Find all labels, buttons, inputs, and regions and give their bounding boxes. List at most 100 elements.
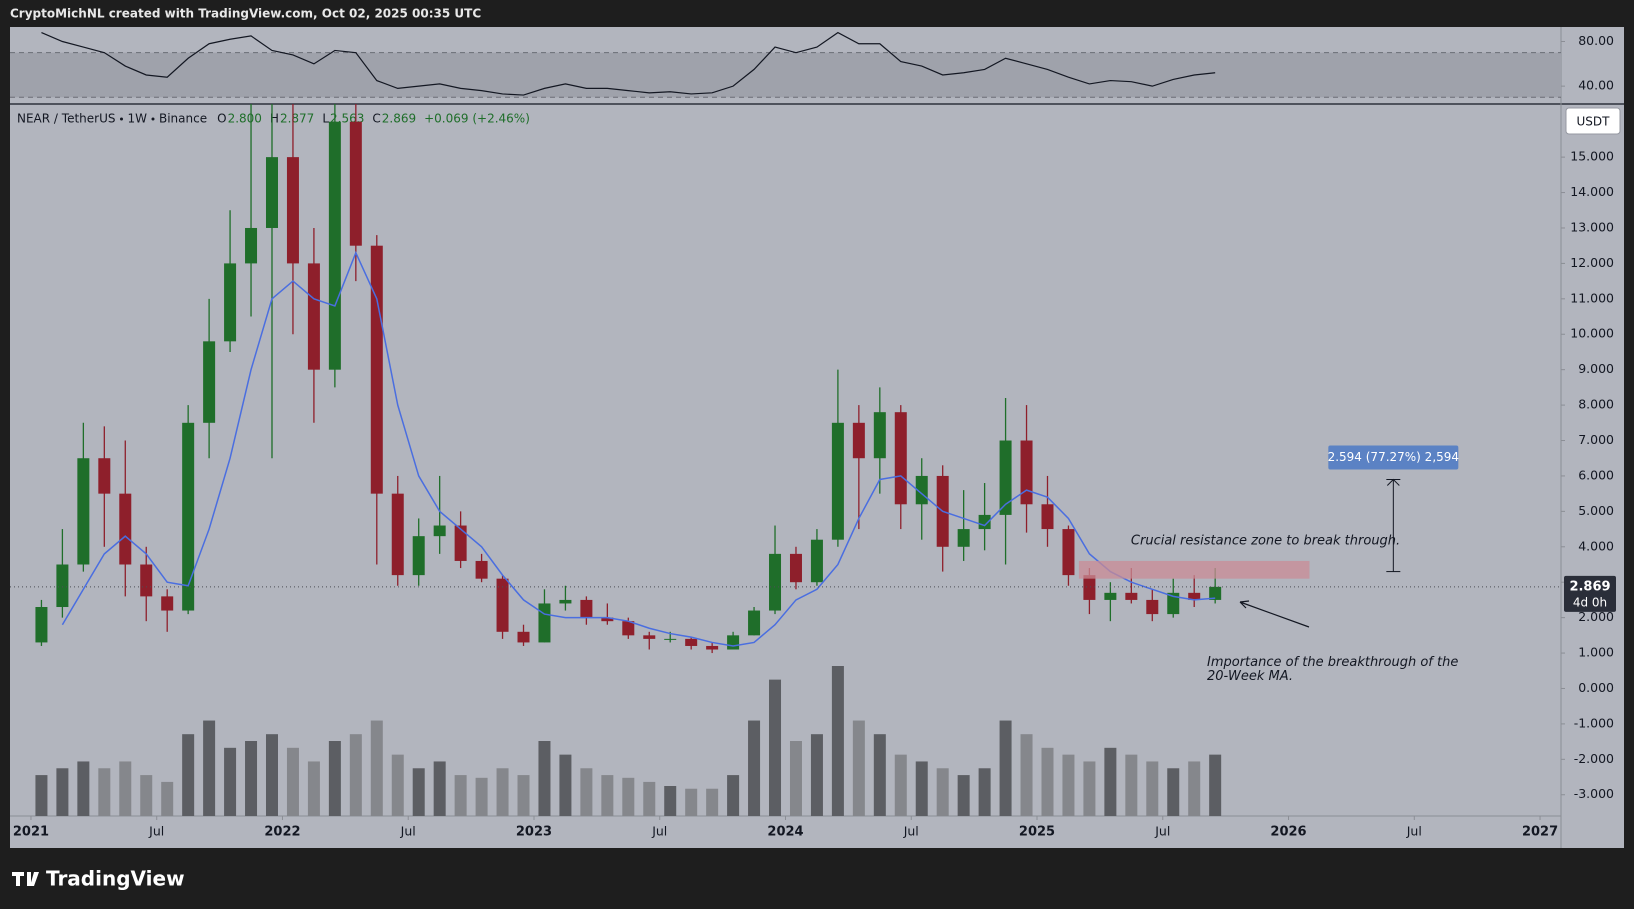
note-line: 20-Week MA. [1207,669,1293,684]
x-tick-label: Jul [903,824,919,839]
candle-body [307,263,320,370]
y-tick-label: 1.000 [1578,645,1614,660]
volume-bar [475,777,488,816]
currency-button[interactable] [1565,107,1621,135]
volume-bar [789,741,802,816]
legend-text: 2.800 [228,112,262,126]
legend-text: 2.877 [280,112,314,126]
note-arrow [1239,600,1310,628]
volume-bar [265,734,278,816]
candle-body [894,412,907,505]
header-text: CryptoMichNL created with TradingView.co… [10,7,481,21]
legend-dot [119,117,123,121]
measure-label: 2.594 (77.27%) 2,594 [1328,450,1459,464]
candle-body [1125,592,1138,600]
y-tick-label: 2.000 [1578,609,1614,624]
candle-body [203,341,216,423]
candle-body [412,536,425,576]
legend-text: NEAR / TetherUS [17,112,115,126]
candle-body [1188,592,1201,600]
volume-bar [831,666,844,816]
volume-bar [748,720,761,816]
moving-average [61,250,1216,647]
volume-bar [56,768,69,816]
brand-logo [12,872,39,886]
rsi-band [10,52,1561,98]
legend-text: 1W [127,112,147,126]
legend-text: L [322,112,329,126]
x-tick-label: 2025 [1019,825,1055,840]
x-tick-label: 2027 [1522,825,1558,840]
volume-bar [433,761,446,816]
volume [35,666,1222,816]
volume-bar [580,768,593,816]
candle-body [517,631,530,643]
volume-bar [1167,768,1180,816]
y-tick-label: 8.000 [1578,397,1614,412]
rsi-tick-label: 40.00 [1578,78,1614,93]
candle-body [789,553,802,583]
volume-bar [538,741,551,816]
volume-bar [978,768,991,816]
volume-bar [810,734,823,816]
legend: NEAR / TetherUS 1W Binance O 2.800 H 2.877 L 2.5… [17,112,530,126]
x-tick-label: 2021 [13,825,49,840]
volume-bar [915,761,928,816]
y-tick-label: -3.000 [1574,786,1614,801]
volume-bar [370,720,383,816]
volume-bar [119,761,132,816]
candle-body [706,645,719,650]
price-tag-value: 2.869 [1569,579,1610,594]
volume-bar [286,747,299,816]
candle-body [454,525,467,561]
candle-body [873,412,886,459]
volume-bar [1209,754,1222,816]
y-tick-label: 14.000 [1570,184,1614,199]
volume-bar [873,734,886,816]
y-tick-label: 9.000 [1578,361,1614,376]
candle-body [685,638,698,646]
candle-body [915,475,928,505]
candle-body [245,227,258,264]
volume-bar [412,768,425,816]
volume-bar [1188,761,1201,816]
volume-bar [643,781,656,816]
candle-body [810,539,823,583]
frame-left [0,27,10,848]
y-tick-label: -2.000 [1574,751,1614,766]
legend-text: H [270,112,279,126]
candle-body [370,245,383,494]
volume-bar [894,754,907,816]
y-tick-label: -1.000 [1574,715,1614,730]
volume-bar [203,720,216,816]
measure-arrow [1386,478,1401,486]
chart-area [10,27,1624,848]
volume-bar [454,775,467,816]
candle-body [1062,529,1075,576]
candle-body [56,564,69,608]
candle-body [77,458,90,565]
rsi-tick-label: 80.00 [1578,33,1614,48]
candle-body [538,603,551,643]
note: Importance of the breakthrough of the 20-… [1207,655,1458,684]
volume-bar [1083,761,1096,816]
volume-bar [852,720,865,816]
volume-bar [517,775,530,816]
candle-body [433,525,446,537]
top-bar [0,0,1634,27]
volume-bar [622,777,635,816]
candle-body [35,607,48,643]
volume-bar [391,754,404,816]
candle-body [182,422,195,611]
volume-bar [349,734,362,816]
volume-bar [1062,754,1075,816]
volume-bar [245,741,258,816]
x-tick-label: 2024 [767,825,803,840]
volume-bar [601,775,614,816]
annotations: Crucial resistance zone to break through… [10,445,1616,684]
rsi-line [41,31,1216,96]
volume-bar [664,786,677,816]
volume-bar [936,768,949,816]
